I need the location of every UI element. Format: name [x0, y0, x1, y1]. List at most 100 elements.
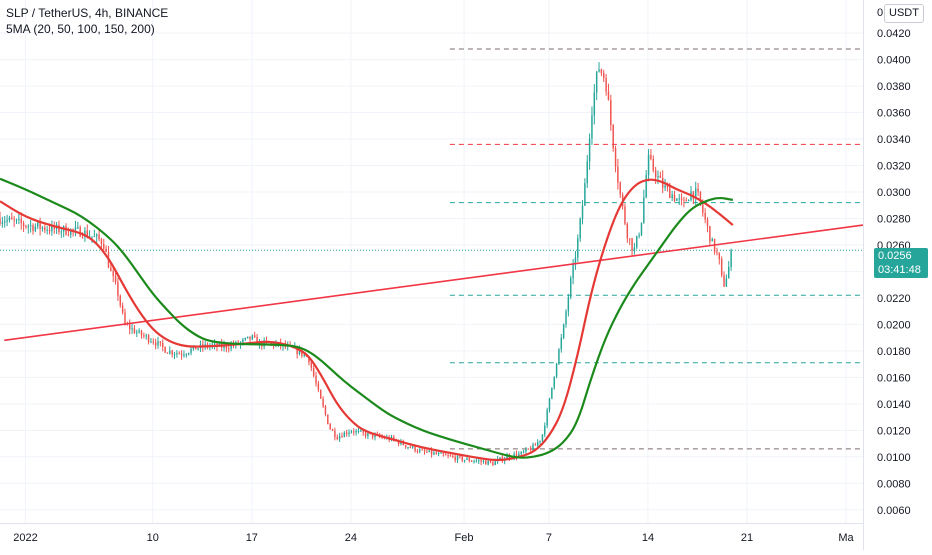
candle-body[interactable]	[367, 433, 369, 437]
candle-body[interactable]	[654, 170, 657, 178]
candle-body[interactable]	[67, 234, 70, 236]
candle-body[interactable]	[341, 436, 343, 438]
candle-body[interactable]	[600, 69, 603, 74]
candle-body[interactable]	[456, 455, 459, 461]
candle-body[interactable]	[74, 227, 77, 230]
candle-body[interactable]	[374, 434, 376, 438]
candle-body[interactable]	[338, 436, 341, 440]
candle-body[interactable]	[720, 259, 723, 276]
candle-body[interactable]	[664, 185, 666, 188]
candle-body[interactable]	[723, 275, 725, 287]
candle-body[interactable]	[426, 451, 428, 453]
candle-body[interactable]	[180, 353, 183, 356]
candle-body[interactable]	[317, 383, 320, 390]
candle-body[interactable]	[140, 330, 143, 336]
candle-body[interactable]	[1, 222, 4, 224]
candle-body[interactable]	[360, 430, 362, 432]
candle-body[interactable]	[350, 431, 353, 433]
candle-body[interactable]	[534, 444, 537, 446]
candle-body[interactable]	[430, 450, 433, 455]
candle-body[interactable]	[164, 347, 166, 353]
candle-body[interactable]	[296, 346, 298, 355]
candle-body[interactable]	[697, 188, 699, 192]
candle-body[interactable]	[473, 461, 475, 463]
candle-body[interactable]	[492, 462, 494, 466]
candle-body[interactable]	[605, 78, 607, 92]
candle-body[interactable]	[411, 446, 414, 448]
candle-body[interactable]	[230, 344, 232, 349]
candle-body[interactable]	[27, 226, 30, 228]
candle-body[interactable]	[15, 219, 18, 221]
candle-body[interactable]	[72, 229, 74, 231]
candle-body[interactable]	[711, 238, 713, 242]
candle-body[interactable]	[716, 251, 718, 253]
candle-body[interactable]	[256, 337, 258, 346]
candle-body[interactable]	[178, 353, 180, 355]
candle-body[interactable]	[546, 410, 548, 426]
candle-body[interactable]	[544, 425, 546, 435]
candle-body[interactable]	[638, 235, 640, 237]
candle-body[interactable]	[461, 456, 463, 461]
symbol-title[interactable]: SLP / TetherUS, 4h, BINANCE	[6, 6, 169, 20]
candle-body[interactable]	[728, 266, 730, 279]
candle-body[interactable]	[161, 342, 164, 348]
candle-body[interactable]	[581, 205, 584, 219]
candle-body[interactable]	[331, 429, 334, 431]
candle-body[interactable]	[22, 223, 25, 226]
candle-body[interactable]	[18, 218, 20, 220]
candle-body[interactable]	[603, 73, 605, 79]
candle-body[interactable]	[652, 159, 655, 171]
candle-body[interactable]	[730, 250, 732, 267]
candle-body[interactable]	[494, 461, 496, 466]
ma-line-1[interactable]	[0, 178, 734, 462]
candle-body[interactable]	[666, 185, 669, 188]
candle-body[interactable]	[121, 305, 124, 313]
candle-body[interactable]	[105, 248, 107, 252]
candle-body[interactable]	[336, 437, 338, 440]
candle-body[interactable]	[301, 349, 303, 356]
candle-body[interactable]	[197, 348, 199, 350]
candle-body[interactable]	[128, 324, 131, 330]
candle-body[interactable]	[702, 203, 704, 213]
candle-body[interactable]	[159, 341, 162, 343]
candle-body[interactable]	[428, 450, 430, 453]
ma-line-2[interactable]	[0, 177, 734, 459]
candle-body[interactable]	[657, 175, 659, 178]
candle-body[interactable]	[687, 200, 690, 202]
candle-body[interactable]	[213, 343, 216, 345]
candle-body[interactable]	[628, 238, 631, 240]
candle-body[interactable]	[46, 229, 48, 231]
candle-body[interactable]	[152, 341, 155, 343]
candle-body[interactable]	[393, 436, 395, 440]
candle-body[interactable]	[645, 175, 647, 198]
candle-body[interactable]	[34, 226, 37, 231]
candle-body[interactable]	[435, 452, 438, 455]
candle-body[interactable]	[669, 187, 671, 199]
candle-body[interactable]	[617, 166, 619, 183]
candle-body[interactable]	[8, 217, 11, 220]
candle-body[interactable]	[699, 191, 702, 204]
candle-body[interactable]	[475, 460, 478, 462]
candle-body[interactable]	[397, 440, 400, 445]
candle-body[interactable]	[447, 455, 449, 457]
candle-body[interactable]	[612, 124, 614, 149]
candle-body[interactable]	[371, 433, 374, 438]
candle-body[interactable]	[246, 336, 249, 338]
candle-body[interactable]	[228, 348, 230, 350]
candle-body[interactable]	[44, 227, 46, 231]
candle-body[interactable]	[640, 222, 643, 236]
candle-body[interactable]	[404, 445, 407, 448]
candle-body[interactable]	[647, 154, 650, 176]
candle-body[interactable]	[454, 456, 456, 461]
candle-body[interactable]	[485, 460, 487, 465]
candle-body[interactable]	[567, 297, 570, 312]
candle-body[interactable]	[303, 354, 305, 356]
candle-body[interactable]	[577, 238, 579, 258]
candle-body[interactable]	[468, 458, 471, 461]
candle-body[interactable]	[11, 217, 13, 220]
candle-body[interactable]	[327, 414, 329, 425]
candle-body[interactable]	[41, 227, 44, 229]
candle-body[interactable]	[586, 161, 588, 184]
candle-body[interactable]	[574, 257, 577, 264]
candle-body[interactable]	[480, 460, 482, 462]
